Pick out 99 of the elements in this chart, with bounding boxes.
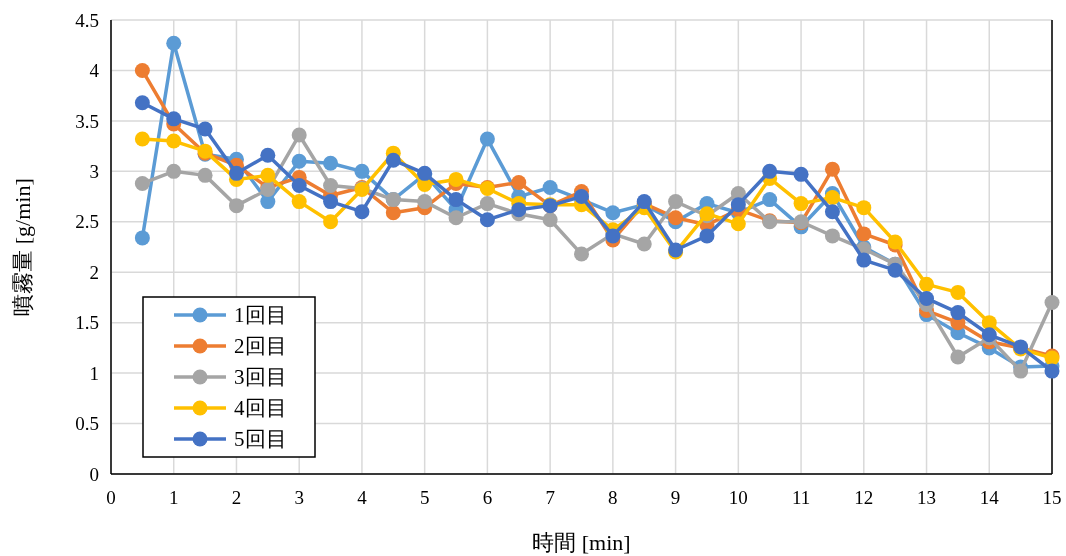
point	[448, 210, 464, 226]
point	[824, 161, 840, 177]
x-tick-label: 0	[106, 487, 116, 508]
x-tick-label: 8	[608, 487, 618, 508]
y-tick-label: 0.5	[75, 413, 99, 435]
x-tick-label: 7	[545, 487, 555, 508]
point	[479, 196, 495, 212]
point	[134, 175, 150, 191]
point	[166, 35, 182, 51]
point	[636, 236, 652, 252]
x-tick-label: 4	[357, 487, 368, 508]
point	[323, 214, 339, 230]
point	[856, 200, 872, 216]
point	[668, 194, 684, 210]
point	[228, 165, 244, 181]
point	[730, 216, 746, 232]
point	[730, 197, 746, 213]
point	[323, 155, 339, 171]
x-tick-label: 11	[791, 487, 811, 508]
point	[511, 174, 527, 190]
x-tick-label: 2	[231, 487, 242, 508]
point	[417, 194, 433, 210]
point	[793, 196, 809, 212]
y-tick-label: 3	[89, 160, 99, 182]
point	[260, 147, 276, 163]
point	[699, 228, 715, 244]
x-tick-label: 10	[728, 487, 748, 508]
y-tick-label: 2	[89, 261, 99, 283]
point	[542, 179, 558, 195]
y-tick-label: 2.5	[75, 211, 99, 233]
point	[919, 290, 935, 306]
point	[824, 228, 840, 244]
point	[354, 163, 370, 179]
point	[134, 131, 150, 147]
y-tick-label: 1.5	[75, 312, 99, 334]
point	[605, 205, 621, 221]
point	[354, 204, 370, 220]
point	[824, 204, 840, 220]
point	[291, 194, 307, 210]
point	[919, 276, 935, 292]
point	[134, 95, 150, 111]
legend-label: 1回目	[234, 303, 287, 328]
point	[950, 284, 966, 300]
point	[197, 121, 213, 137]
point	[197, 167, 213, 183]
point	[542, 212, 558, 228]
point	[323, 194, 339, 210]
x-axis-title: 時間 [min]	[532, 530, 631, 555]
point	[793, 166, 809, 182]
point	[950, 305, 966, 321]
point	[291, 153, 307, 169]
point	[981, 315, 997, 331]
point	[950, 349, 966, 365]
point	[323, 177, 339, 193]
point	[166, 111, 182, 127]
y-tick-label: 4	[89, 60, 100, 82]
point	[448, 171, 464, 187]
point	[762, 163, 778, 179]
legend-label: 3回目	[234, 365, 287, 390]
legend-label: 5回目	[234, 427, 287, 452]
x-tick-label: 9	[670, 487, 681, 508]
y-tick-label: 3.5	[75, 110, 99, 132]
point	[291, 127, 307, 143]
y-tick-label: 1	[89, 362, 99, 384]
point	[134, 62, 150, 78]
x-tick-label: 14	[979, 487, 1000, 508]
point	[228, 198, 244, 214]
point	[479, 212, 495, 228]
point	[166, 163, 182, 179]
point	[291, 177, 307, 193]
point	[856, 252, 872, 268]
point	[479, 131, 495, 147]
point	[260, 167, 276, 183]
y-tick-label: 0	[89, 463, 99, 485]
y-axis-title: 噴霧量 [g/min]	[10, 178, 35, 316]
point	[385, 152, 401, 168]
point	[668, 210, 684, 226]
point	[385, 205, 401, 221]
point	[1044, 294, 1060, 310]
x-tick-label: 12	[854, 487, 874, 508]
point	[574, 246, 589, 262]
x-tick-label: 5	[419, 487, 430, 508]
x-tick-label: 1	[168, 487, 179, 508]
point	[762, 192, 778, 208]
x-tick-label: 3	[294, 487, 304, 508]
point	[448, 192, 464, 208]
point	[824, 190, 840, 206]
point	[166, 133, 182, 149]
legend-label: 4回目	[234, 396, 287, 421]
point	[134, 230, 150, 246]
point	[1013, 363, 1029, 379]
point	[887, 262, 903, 278]
legend-label: 2回目	[234, 334, 287, 359]
point	[856, 226, 872, 242]
point	[511, 202, 527, 218]
x-tick-label: 13	[917, 487, 937, 508]
x-tick-label: 6	[482, 487, 493, 508]
x-tick-label: 15	[1042, 487, 1062, 508]
y-tick-label: 4.5	[75, 9, 99, 31]
